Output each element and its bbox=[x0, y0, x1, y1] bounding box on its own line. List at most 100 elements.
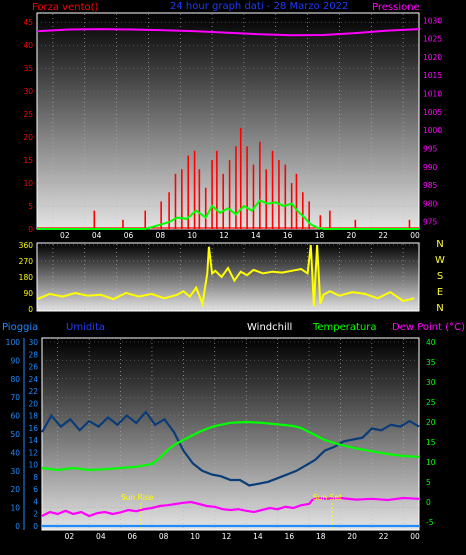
pressure-tick-label: 1030 bbox=[423, 16, 442, 25]
pressure-line bbox=[36, 28, 420, 37]
compass-letter: W bbox=[435, 255, 445, 266]
x-tick-label: 16 bbox=[283, 231, 293, 240]
x-tick-label: 04 bbox=[96, 532, 106, 541]
temperature-tick-label: 5 bbox=[426, 478, 431, 487]
wind-tick-label: 45 bbox=[23, 18, 33, 27]
wind-tick-label: 10 bbox=[23, 179, 33, 188]
temperature-tick-label: 30 bbox=[426, 378, 436, 387]
x-tick-label: 18 bbox=[316, 532, 326, 541]
direction-tick-label: 360 bbox=[19, 241, 34, 250]
temperature-tick-label: 10 bbox=[426, 458, 436, 467]
humidity-ticks: 0 10 20 30 40 50 60 70 80 90 100 bbox=[6, 338, 21, 531]
humidity-tick-label: 50 bbox=[10, 430, 20, 439]
x-tick-label: 02 bbox=[60, 231, 70, 240]
temperature-tick-label: -5 bbox=[426, 518, 434, 527]
pressure-tick-label: 985 bbox=[423, 181, 438, 190]
pressure-tick-label: 990 bbox=[423, 163, 438, 172]
temperature-tick-label: 15 bbox=[426, 438, 436, 447]
rain-tick-label: 28 bbox=[28, 350, 38, 359]
rain-tick-label: 16 bbox=[28, 424, 38, 433]
wind-tick-label: 20 bbox=[23, 133, 33, 142]
wind-tick-label: 30 bbox=[23, 87, 33, 96]
temperature-line bbox=[41, 420, 420, 472]
time-ticks: 02 04 06 08 10 12 14 16 18 20 22 00 bbox=[65, 532, 420, 541]
rain-axis-title: Pioggia bbox=[2, 322, 38, 333]
pressure-axis-title: Pressione bbox=[372, 2, 420, 13]
wind-ticks: 0 5 10 15 20 25 30 35 40 45 bbox=[23, 18, 33, 234]
temperature-label: Temperatura bbox=[312, 322, 377, 333]
wind-tick-label: 15 bbox=[23, 156, 33, 165]
compass-letter: S bbox=[437, 271, 443, 282]
direction-tick-label: 270 bbox=[19, 257, 34, 266]
x-tick-label: 08 bbox=[159, 532, 169, 541]
x-tick-label: 22 bbox=[379, 532, 389, 541]
pressure-ticks: 975 980 985 990 995 1000 1005 1010 1015 1020 1025 1… bbox=[423, 16, 442, 226]
x-tick-label: 12 bbox=[222, 532, 232, 541]
temperature-tick-label: 35 bbox=[426, 358, 436, 367]
humidity-tick-label: 40 bbox=[10, 448, 20, 457]
x-tick-label: 10 bbox=[190, 532, 200, 541]
humidity-tick-label: 20 bbox=[10, 485, 20, 494]
temperature-series bbox=[41, 410, 420, 528]
wind-axis-title: Forza vento() bbox=[32, 2, 99, 13]
compass-letter: E bbox=[437, 287, 443, 298]
rain-tick-label: 6 bbox=[33, 485, 38, 494]
rain-tick-label: 12 bbox=[28, 448, 38, 457]
humidity-tick-label: 60 bbox=[10, 412, 20, 421]
x-tick-label: 16 bbox=[285, 532, 295, 541]
wind-tick-label: 35 bbox=[23, 64, 33, 73]
x-tick-label: 18 bbox=[315, 231, 325, 240]
pressure-tick-label: 1000 bbox=[423, 126, 442, 135]
humidity-tick-label: 100 bbox=[6, 338, 21, 347]
rain-tick-label: 4 bbox=[33, 497, 38, 506]
rain-tick-label: 14 bbox=[28, 436, 38, 445]
direction-grid bbox=[37, 244, 419, 310]
x-tick-label: 08 bbox=[156, 231, 166, 240]
compass-letter: N bbox=[436, 303, 443, 314]
x-tick-label: 22 bbox=[378, 231, 388, 240]
x-tick-label: 04 bbox=[92, 231, 102, 240]
humidity-tick-label: 70 bbox=[10, 393, 20, 402]
x-tick-label: 06 bbox=[127, 532, 137, 541]
dewpoint-axis-title: Dew Point (°C) bbox=[392, 322, 465, 333]
x-tick-label: 12 bbox=[219, 231, 229, 240]
direction-ticks: 0 90 180 270 360 bbox=[19, 241, 34, 314]
temperature-tick-label: 25 bbox=[426, 398, 436, 407]
pressure-tick-label: 975 bbox=[423, 218, 438, 227]
windchill-label: Windchill bbox=[247, 322, 292, 333]
pressure-tick-label: 980 bbox=[423, 199, 438, 208]
temperature-ticks: -5 0 5 10 15 20 25 30 35 40 bbox=[426, 338, 436, 527]
wind-time-ticks: 02 04 06 08 10 12 14 16 18 20 22 00 bbox=[60, 231, 420, 240]
rain-tick-label: 2 bbox=[33, 510, 38, 519]
direction-tick-label: 90 bbox=[23, 289, 33, 298]
compass-letter: N bbox=[436, 239, 443, 250]
x-tick-label: 14 bbox=[251, 231, 261, 240]
x-tick-label: 00 bbox=[410, 231, 420, 240]
pressure-tick-label: 1005 bbox=[423, 108, 442, 117]
dewpoint-line bbox=[41, 496, 420, 518]
wind-tick-label: 5 bbox=[28, 202, 33, 211]
rain-tick-label: 8 bbox=[33, 473, 38, 482]
pressure-tick-label: 1025 bbox=[423, 35, 442, 44]
rain-tick-label: 24 bbox=[28, 375, 38, 384]
humidity-tick-label: 10 bbox=[10, 504, 20, 513]
wind-tick-label: 0 bbox=[28, 225, 33, 234]
pressure-tick-label: 1020 bbox=[423, 53, 442, 62]
pressure-tick-label: 995 bbox=[423, 144, 438, 153]
temperature-tick-label: 20 bbox=[426, 418, 436, 427]
temperature-tick-label: 0 bbox=[426, 498, 431, 507]
humidity-axis-title: Umidita bbox=[66, 322, 105, 333]
x-tick-label: 00 bbox=[410, 532, 420, 541]
humidity-tick-label: 80 bbox=[10, 375, 20, 384]
rain-tick-label: 18 bbox=[28, 412, 38, 421]
humidity-tick-label: 30 bbox=[10, 467, 20, 476]
rain-tick-label: 26 bbox=[28, 363, 38, 372]
wind-direction-panel bbox=[36, 242, 420, 312]
x-tick-label: 20 bbox=[347, 231, 357, 240]
wind-pressure-panel bbox=[36, 12, 420, 230]
rain-tick-label: 20 bbox=[28, 399, 38, 408]
x-tick-label: 10 bbox=[187, 231, 197, 240]
